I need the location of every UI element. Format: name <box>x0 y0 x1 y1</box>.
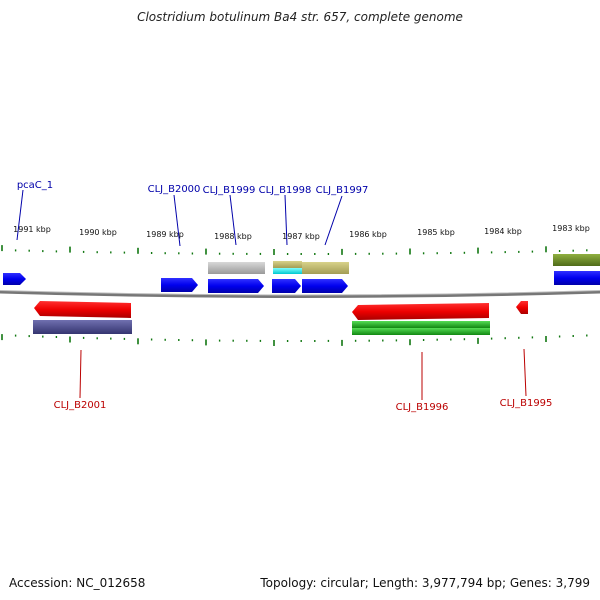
gene-arrow-CLJ_B2001[interactable] <box>34 301 131 318</box>
scale-ticks-top <box>1 245 588 255</box>
accession-text: Accession: NC_012658 <box>9 576 146 590</box>
cds-feature-green[interactable] <box>352 321 490 328</box>
gene-label-pcaC_1[interactable]: pcaC_1 <box>17 180 53 191</box>
gene-arrow-CLJ_B1996[interactable] <box>352 303 489 320</box>
gene-label-CLJ_B2000[interactable]: CLJ_B2000 <box>148 184 201 195</box>
genome-summary-text: Topology: circular; Length: 3,977,794 bp… <box>260 576 590 590</box>
scale-label: 1986 kbp <box>349 230 387 239</box>
gene-arrow-pcaC_1[interactable] <box>3 273 26 285</box>
cds-feature-khaki[interactable] <box>302 262 349 274</box>
cds-feature-green[interactable] <box>352 328 490 335</box>
leader-CLJ_B1999 <box>229 194 237 246</box>
scale-labels: 1991 kbp 1990 kbp 1989 kbp 1988 kbp 1987… <box>13 224 590 241</box>
gene-label-CLJ_B1999[interactable]: CLJ_B1999 <box>203 185 256 196</box>
gene-label-CLJ_B1996[interactable]: CLJ_B1996 <box>396 402 449 413</box>
genome-backbone <box>0 290 600 298</box>
scale-label: 1988 kbp <box>214 232 252 241</box>
leader-CLJ_B2001 <box>79 349 82 399</box>
gene-label-CLJ_B1997[interactable]: CLJ_B1997 <box>316 185 369 196</box>
gene-arrow-CLJ_B1995[interactable] <box>516 301 528 314</box>
cds-feature-slate[interactable] <box>33 320 132 334</box>
cds-feature-grey[interactable] <box>208 262 265 274</box>
gene-label-CLJ_B1995[interactable]: CLJ_B1995 <box>500 398 553 409</box>
scale-label: 1984 kbp <box>484 227 522 236</box>
gene-label-CLJ_B2001[interactable]: CLJ_B2001 <box>54 400 107 411</box>
scale-label: 1990 kbp <box>79 228 117 237</box>
cds-feature-khaki[interactable] <box>273 261 302 268</box>
gene-arrow-CLJ_B2000[interactable] <box>161 278 198 292</box>
scale-label: 1985 kbp <box>417 228 455 237</box>
leader-pcaC_1 <box>16 189 24 241</box>
leader-CLJ_B1998 <box>284 194 288 246</box>
scale-ticks-bottom <box>1 334 588 346</box>
gene-arrow-right-edge[interactable] <box>554 271 600 285</box>
gene-labels-forward: pcaC_1 CLJ_B2000 CLJ_B1999 CLJ_B1998 CLJ… <box>17 180 369 196</box>
leader-CLJ_B1997 <box>324 195 343 246</box>
reverse-genes <box>34 301 528 320</box>
leader-CLJ_B2000 <box>173 194 181 247</box>
cds-features-upper <box>208 254 600 274</box>
cds-feature-olive[interactable] <box>553 254 600 266</box>
scale-label: 1991 kbp <box>13 225 51 234</box>
forward-genes <box>3 271 600 293</box>
scale-label: 1983 kbp <box>552 224 590 233</box>
scale-label: 1987 kbp <box>282 232 320 241</box>
cds-feature-cyan[interactable] <box>273 268 302 274</box>
gene-label-CLJ_B1998[interactable]: CLJ_B1998 <box>259 185 312 196</box>
gene-arrow-CLJ_B1999[interactable] <box>208 279 264 293</box>
gene-arrow-CLJ_B1997[interactable] <box>302 279 348 293</box>
gene-labels-reverse: CLJ_B2001 CLJ_B1996 CLJ_B1995 <box>54 398 553 413</box>
leader-CLJ_B1995 <box>523 348 527 397</box>
cds-features-lower <box>33 320 490 335</box>
gene-label-leaders <box>16 189 527 400</box>
gene-arrow-CLJ_B1998[interactable] <box>272 279 301 293</box>
genome-title: Clostridium botulinum Ba4 str. 657, comp… <box>137 10 463 24</box>
genome-backbone-highlight <box>0 290 600 296</box>
scale-label: 1989 kbp <box>146 230 184 239</box>
